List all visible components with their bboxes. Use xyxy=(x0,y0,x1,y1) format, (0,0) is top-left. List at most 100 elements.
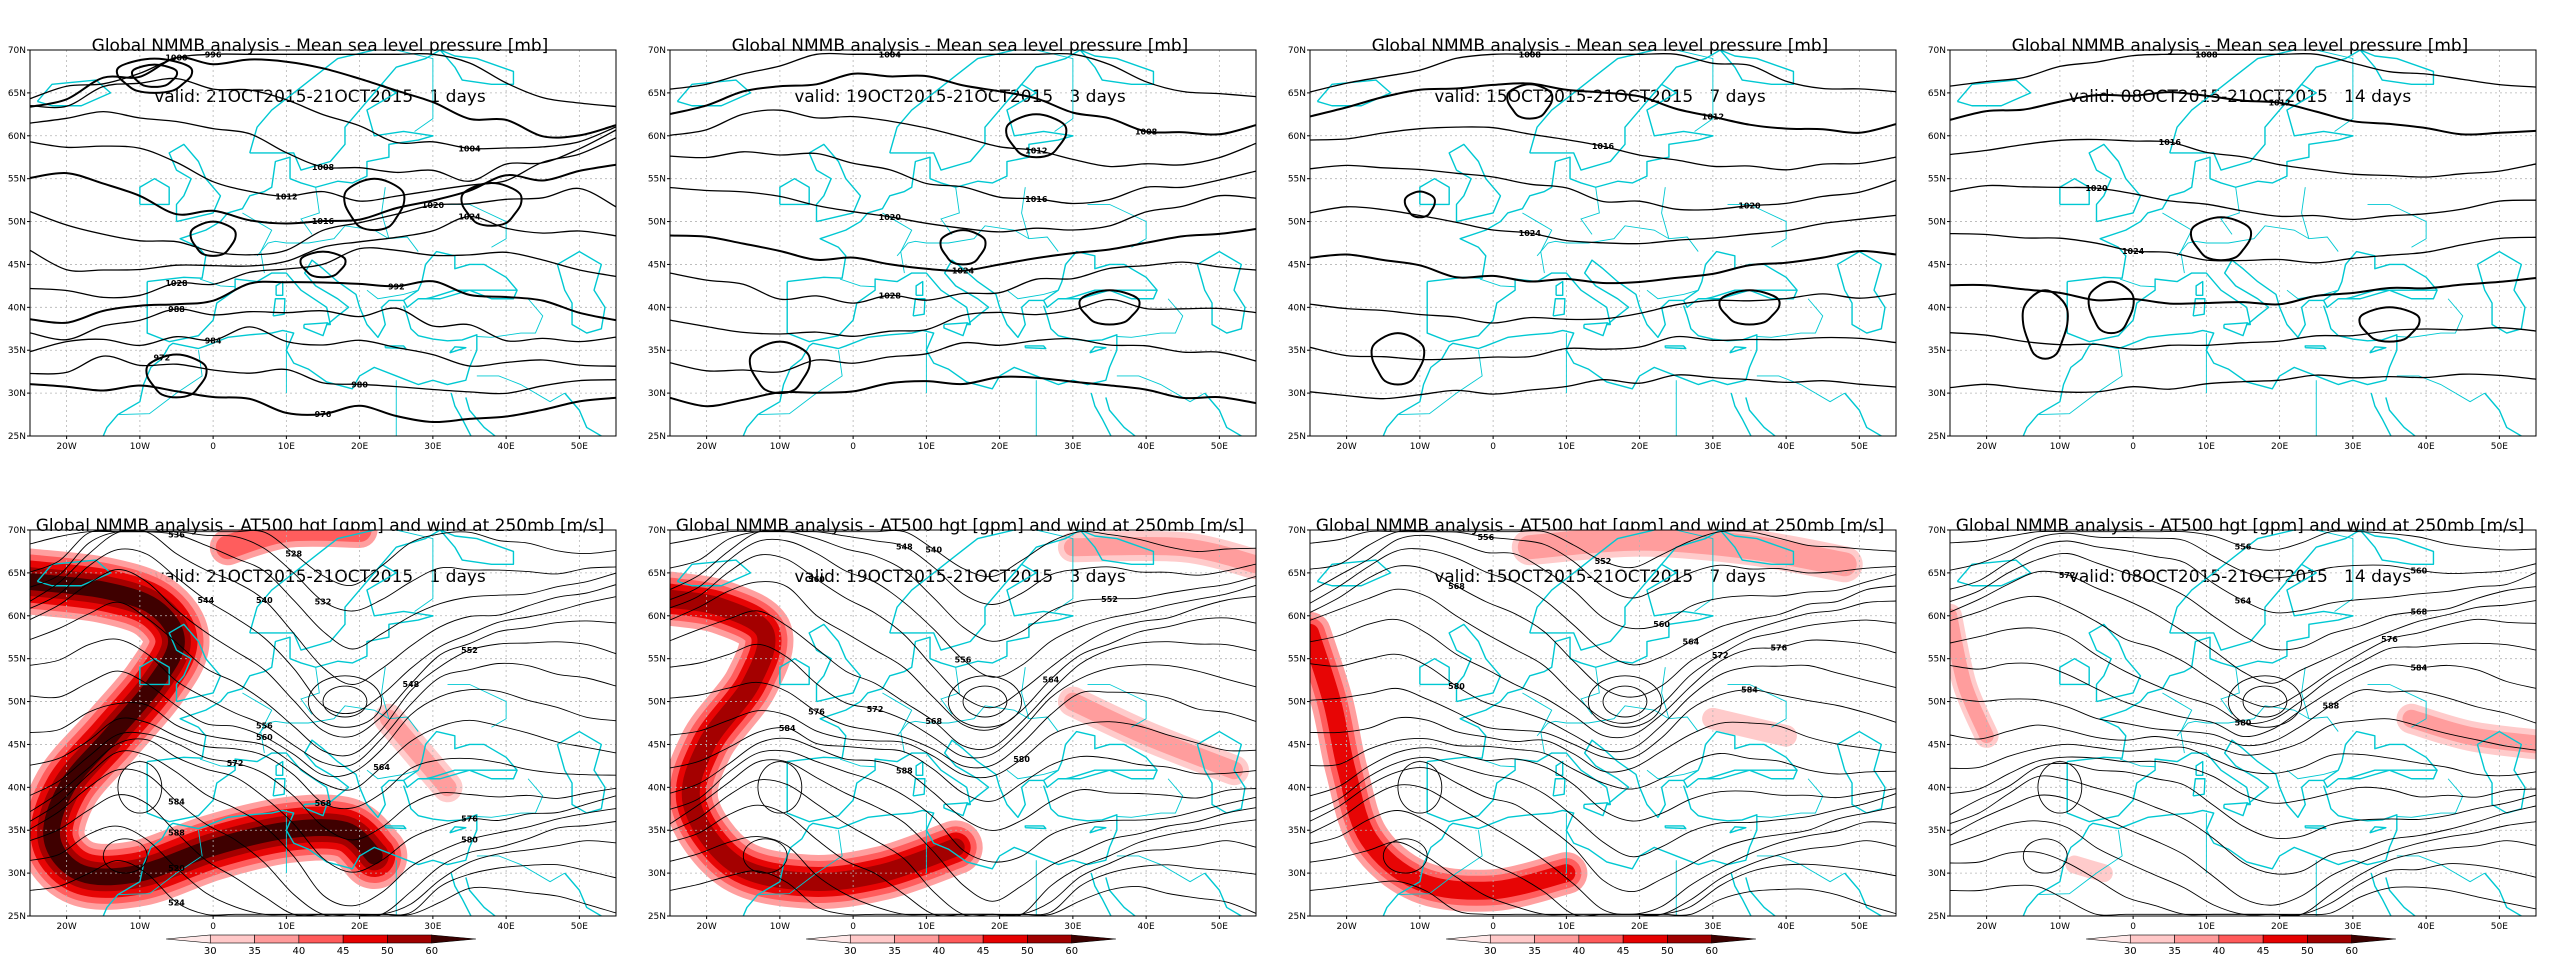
colorbar-swatch xyxy=(165,934,211,944)
height-contour xyxy=(1950,820,2536,916)
country-border xyxy=(2037,350,2123,416)
coastline xyxy=(1729,346,1747,354)
contour-label: 1008 xyxy=(1135,128,1158,137)
coastline xyxy=(1024,825,1047,830)
coastline xyxy=(1529,530,1721,651)
map-frame xyxy=(1309,529,1897,917)
colorbar-swatch xyxy=(1711,934,1757,944)
map-frame xyxy=(29,49,617,437)
coastline xyxy=(1583,802,1609,817)
lon-label: 10E xyxy=(1558,442,1575,452)
coastline xyxy=(2369,826,2387,834)
lat-label: 40N xyxy=(648,303,666,313)
isobar xyxy=(670,151,1256,205)
coastline xyxy=(168,623,222,703)
lon-label: 20E xyxy=(991,922,1008,932)
contour-label: 1016 xyxy=(1025,195,1048,204)
lat-label: 45N xyxy=(8,740,26,750)
country-border xyxy=(2301,667,2310,719)
contour-label: 576 xyxy=(461,815,478,824)
height-contour xyxy=(30,717,616,810)
lon-label: 10E xyxy=(918,922,935,932)
coastline xyxy=(1419,177,1450,206)
isobar xyxy=(1950,327,2536,350)
lon-label: 40E xyxy=(498,922,515,932)
coastline xyxy=(676,559,752,587)
lat-label: 60N xyxy=(8,132,26,142)
lat-label: 65N xyxy=(8,569,26,579)
coastline xyxy=(1105,877,1136,916)
colorbar-label: 50 xyxy=(2301,946,2314,957)
coastline xyxy=(1196,730,1246,814)
map-mslp-3day: 1004 1008 1012 1016 1020 1024 1028 70N 65N 60N 55N… xyxy=(648,46,1257,452)
coastline xyxy=(889,530,1081,651)
isobar xyxy=(1950,184,2536,221)
isobar xyxy=(670,228,1256,272)
coastline xyxy=(808,623,862,703)
isobar xyxy=(2021,289,2069,360)
colorbar-label: 40 xyxy=(292,946,305,957)
coastline xyxy=(2304,825,2327,830)
lon-label: 40E xyxy=(1138,922,1155,932)
height-contour xyxy=(670,581,1256,731)
map-frame xyxy=(669,529,1257,917)
isobar xyxy=(1950,373,2536,394)
coastline xyxy=(1844,872,1883,916)
coastline xyxy=(439,530,515,566)
country-border xyxy=(1479,278,1516,288)
isobar xyxy=(1950,138,2536,178)
colorbar-swatch xyxy=(2085,934,2131,944)
contour-label: 564 xyxy=(2235,597,2252,606)
colorbar-3day: 30 35 40 45 50 60 xyxy=(805,934,1117,957)
coastline xyxy=(912,298,926,317)
coastline xyxy=(139,657,170,686)
lat-label: 30N xyxy=(1288,389,1306,399)
lat-label: 40N xyxy=(1288,303,1306,313)
lon-label: 40E xyxy=(498,442,515,452)
height-contour xyxy=(30,731,616,841)
coastline xyxy=(2195,280,2204,297)
lon-label: 50E xyxy=(1211,922,1228,932)
coastline xyxy=(139,177,170,206)
coastline xyxy=(1382,785,1758,916)
contour-label: 988 xyxy=(168,305,185,314)
coastline xyxy=(425,769,518,780)
lat-label: 60N xyxy=(8,612,26,622)
height-contour xyxy=(1310,618,1896,739)
lon-label: 50E xyxy=(1851,922,1868,932)
contour-label: 1020 xyxy=(422,201,445,210)
coastline xyxy=(1090,872,1112,916)
country-border xyxy=(476,375,565,403)
lat-label: 50N xyxy=(1928,698,1946,708)
coastline xyxy=(2022,305,2398,436)
map-z500-3day: 540 548 552 556 560 564 568 572 576 580 584 588 70N 6… xyxy=(648,526,1257,932)
coastline xyxy=(1729,826,1747,834)
contour-label: 560 xyxy=(256,733,273,742)
jet-shading xyxy=(1310,623,1576,900)
colorbar-label: 60 xyxy=(425,946,438,957)
coastline xyxy=(1382,305,1758,436)
lon-label: 40E xyxy=(2418,922,2435,932)
height-contour xyxy=(1310,548,1896,666)
country-border xyxy=(1661,187,1670,239)
country-border xyxy=(366,769,419,780)
height-contour xyxy=(2037,761,2083,814)
isobar xyxy=(670,52,1256,98)
lat-label: 30N xyxy=(648,869,666,879)
contour-label: 992 xyxy=(388,282,405,291)
height-contour xyxy=(307,675,383,728)
coastline xyxy=(2059,177,2090,206)
coastline xyxy=(1089,346,1107,354)
lon-label: 10E xyxy=(278,442,295,452)
coastline xyxy=(564,392,603,436)
height-contour xyxy=(962,685,1008,718)
country-border xyxy=(242,692,273,754)
lat-label: 55N xyxy=(1288,655,1306,665)
map-mslp-14day: 1008 1012 1016 1020 1024 70N 65N 60N 55N 50N 45N 40… xyxy=(1928,46,2537,452)
lat-label: 25N xyxy=(1288,432,1306,442)
country-border xyxy=(1087,203,1147,248)
country-border xyxy=(882,212,913,274)
colorbar-swatch xyxy=(805,934,851,944)
contour-label: 1008 xyxy=(2195,50,2218,59)
height-contour xyxy=(1587,675,1663,728)
